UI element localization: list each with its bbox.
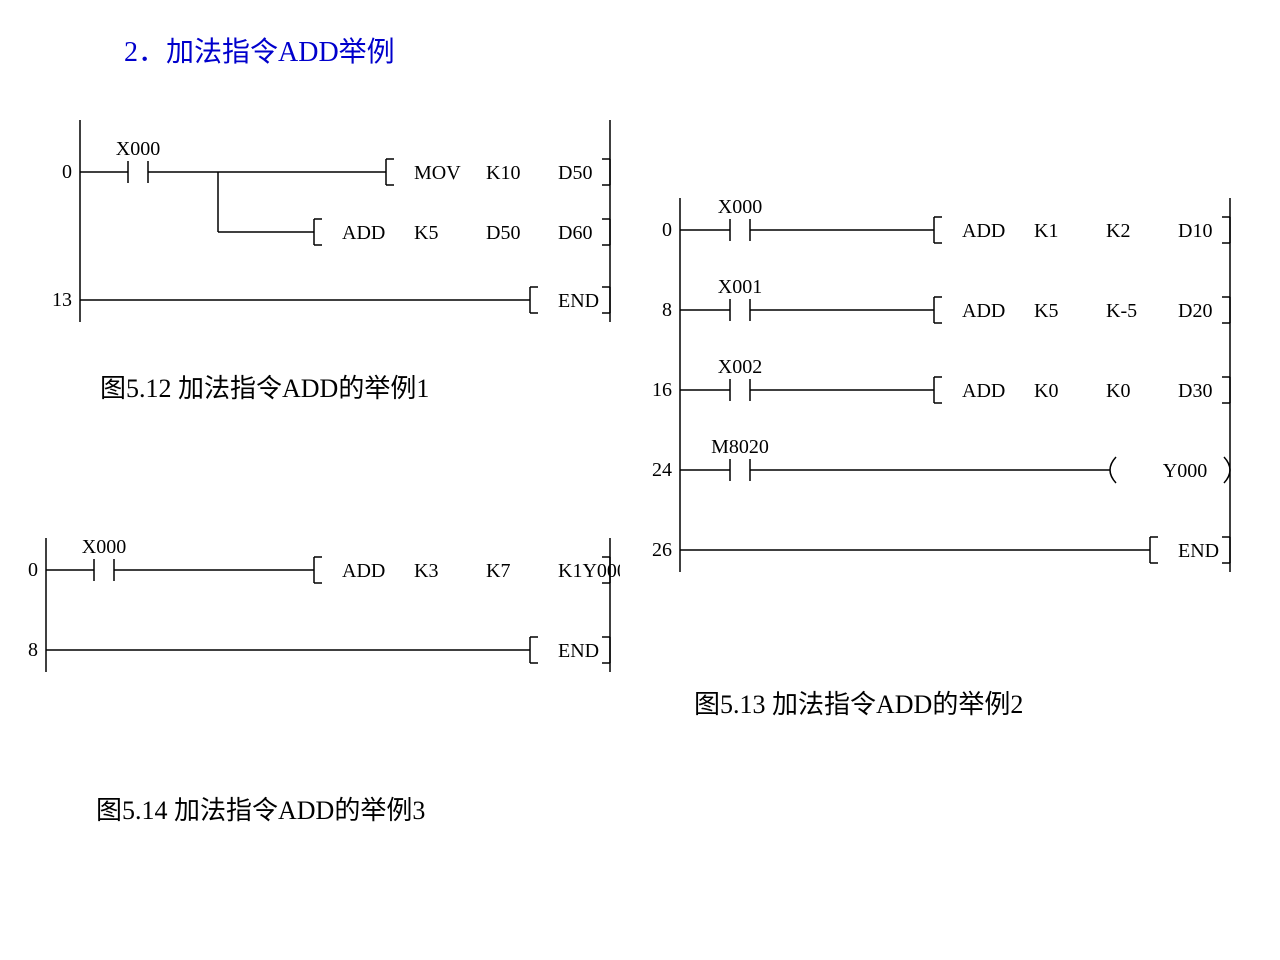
svg-text:K-5: K-5 (1106, 300, 1137, 322)
ladder-diagram-5-14: 0 X000 ADD K3 K7 K1Y000 8 END (16, 520, 620, 680)
svg-text:0: 0 (662, 219, 672, 241)
svg-text:13: 13 (52, 289, 72, 311)
svg-text:K0: K0 (1106, 380, 1130, 402)
svg-text:ADD: ADD (342, 222, 385, 244)
svg-text:D30: D30 (1178, 380, 1212, 402)
svg-text:K2: K2 (1106, 220, 1130, 242)
svg-text:X000: X000 (116, 138, 160, 160)
svg-text:D50: D50 (486, 222, 520, 244)
svg-text:D10: D10 (1178, 220, 1212, 242)
svg-text:END: END (1178, 540, 1219, 562)
svg-text:M8020: M8020 (711, 436, 769, 458)
svg-text:K10: K10 (486, 162, 520, 184)
svg-text:END: END (558, 640, 599, 662)
svg-text:X000: X000 (82, 536, 126, 558)
svg-text:ADD: ADD (962, 220, 1005, 242)
svg-text:X001: X001 (718, 276, 762, 298)
svg-text:K5: K5 (414, 222, 438, 244)
caption-5-12: 图5.12 加法指令ADD的举例1 (100, 368, 429, 405)
svg-text:END: END (558, 290, 599, 312)
svg-text:X002: X002 (718, 356, 762, 378)
svg-text:ADD: ADD (962, 300, 1005, 322)
svg-text:K7: K7 (486, 560, 510, 582)
svg-text:16: 16 (652, 379, 672, 401)
svg-text:ADD: ADD (342, 560, 385, 582)
caption-5-14: 图5.14 加法指令ADD的举例3 (96, 790, 425, 827)
svg-text:26: 26 (652, 539, 672, 561)
svg-text:D60: D60 (558, 222, 592, 244)
ladder-diagram-5-13: 0 X000 ADD K1 K2 D10 8 X001 ADD K5 K-5 D20 16 X002 ADD… (640, 180, 1240, 620)
svg-text:ADD: ADD (962, 380, 1005, 402)
svg-text:0: 0 (62, 161, 72, 183)
svg-text:0: 0 (28, 559, 38, 581)
svg-text:D20: D20 (1178, 300, 1212, 322)
svg-text:8: 8 (662, 299, 672, 321)
caption-5-13: 图5.13 加法指令ADD的举例2 (694, 684, 1023, 721)
svg-text:8: 8 (28, 639, 38, 661)
svg-text:K1Y000: K1Y000 (558, 560, 620, 582)
svg-text:24: 24 (652, 459, 672, 481)
svg-text:Y000: Y000 (1163, 460, 1207, 482)
svg-text:X000: X000 (718, 196, 762, 218)
section-title: 2．加法指令ADD举例 (124, 30, 395, 70)
svg-text:MOV: MOV (414, 162, 461, 184)
svg-text:K3: K3 (414, 560, 438, 582)
svg-text:K0: K0 (1034, 380, 1058, 402)
svg-text:K1: K1 (1034, 220, 1058, 242)
ladder-diagram-5-12: 0 X000 MOV K10 D50 ADD K5 D50 D60 13 END (50, 120, 620, 340)
svg-text:D50: D50 (558, 162, 592, 184)
svg-text:K5: K5 (1034, 300, 1058, 322)
